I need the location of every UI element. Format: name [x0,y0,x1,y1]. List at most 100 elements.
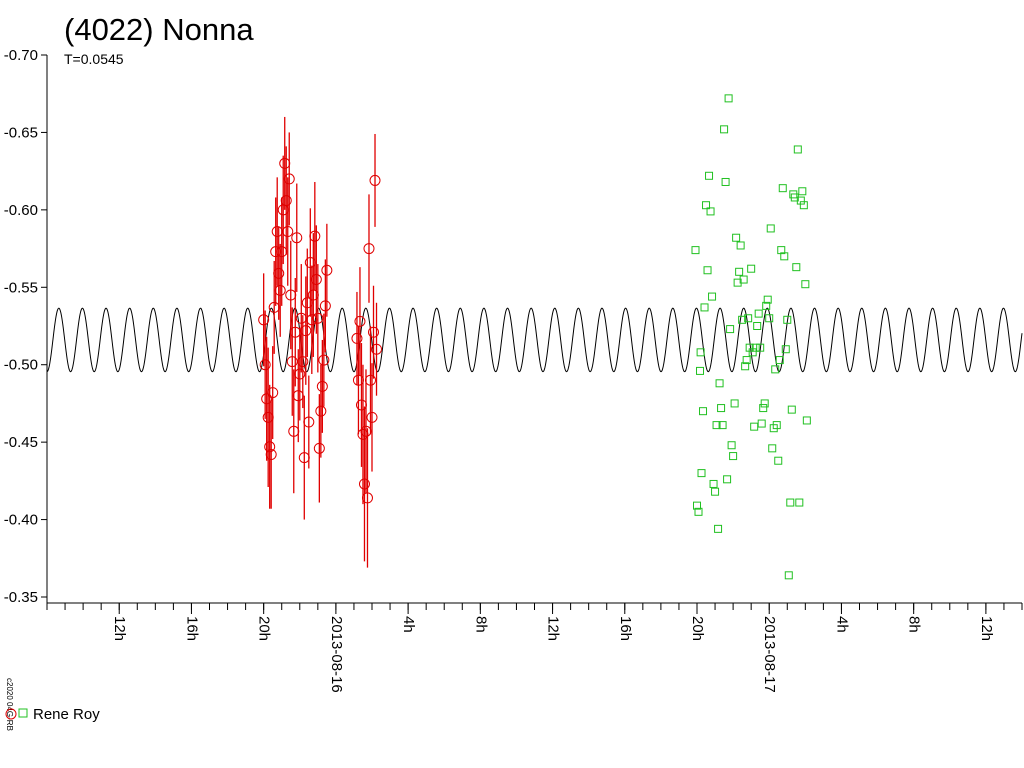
legend: Rene Roy [5,706,100,723]
data-point-square [730,399,739,408]
y-tick-label: -0.45 [4,434,38,451]
y-tick-label: -0.70 [4,47,38,64]
x-tick-label: 12h [545,616,562,641]
data-point-circle [316,380,328,392]
data-point-square [703,266,712,275]
data-point-square [801,280,810,289]
data-point-square [754,309,763,318]
data-point-square [774,456,783,465]
data-point-square [744,314,753,323]
data-point-circle [368,326,380,338]
data-point-circle [307,289,319,301]
data-point-square [738,315,747,324]
x-tick-label: 16h [183,616,200,641]
data-point-square [786,498,795,507]
data-point-circle [361,492,373,504]
data-point-square [700,303,709,312]
data-point-circle [357,428,369,440]
data-point-circle [304,257,316,269]
data-point-circle [294,368,306,380]
data-point-circle [306,314,318,326]
data-point-square [792,263,801,272]
data-point-square [718,421,727,430]
data-point-circle [355,399,367,411]
data-point-square [793,145,802,154]
data-point-square [705,171,714,180]
data-point-circle [298,452,310,464]
data-point-square [709,479,718,488]
data-point-square [712,421,721,430]
data-point-square [765,314,774,323]
data-point-circle [351,332,363,344]
data-point-circle [292,390,304,402]
data-point-circle [321,264,333,276]
y-tick-label: -0.55 [4,279,38,296]
data-point-circle [259,359,271,371]
data-point-circle [268,301,280,313]
data-point-square [760,399,769,408]
x-tick-label: 8h [906,616,923,633]
data-point-square [696,348,705,357]
data-point-square [739,275,748,284]
data-point-square [771,365,780,374]
data-point-circle [285,289,297,301]
data-point-square [714,524,723,533]
data-point-square [778,184,787,193]
data-point-circle [366,411,378,423]
data-point-circle [274,284,286,296]
data-point-square [736,241,745,250]
data-point-square [735,267,744,276]
data-point-circle [358,478,370,490]
data-point-square [696,366,705,375]
data-point-circle [279,157,291,169]
y-axis: -0.70 -0.65 -0.60 -0.55 -0.50 -0.45 -0.40 -0.35 [4,47,47,606]
data-point-circle [312,312,324,324]
data-point-square [784,571,793,580]
data-point-square [757,419,766,428]
data-point-circle [303,416,315,428]
data-point-square [724,94,733,103]
data-point-square [742,356,751,365]
legend-label: Rene Roy [33,706,100,723]
data-point-circle [360,425,372,437]
data-point-circle [280,195,292,207]
data-point-square [720,125,729,134]
data-point-circle [270,246,282,258]
data-point-square [747,264,756,273]
legend-square-icon [18,708,28,718]
x-tick-label: 2013-08-17 [761,616,778,693]
series-rene-roy-red [258,116,383,568]
data-point-circle [262,411,274,423]
data-point-square [693,501,701,510]
data-point-square [694,507,703,516]
data-point-circle [283,173,295,185]
data-point-square [795,498,804,507]
data-point-circle [282,226,294,238]
x-tick-label: 4h [833,616,850,633]
data-point-circle [295,312,307,324]
data-point-circle [363,243,375,255]
data-point-circle [364,374,376,386]
data-point-circle [276,246,288,258]
data-point-square [799,201,808,210]
credit-text: c2020 04G-RB [5,678,14,731]
data-point-circle [271,226,283,238]
data-point-circle [315,405,327,417]
model-curve-path [46,307,1023,373]
data-point-circle [354,315,366,327]
data-point-square [723,475,732,484]
period-label: T=0.0545 [64,51,124,67]
data-point-square [775,356,784,365]
x-axis: 12h 16h 20h 2013-08-16 4h 8h 12h 16h 20h 2013-08-… [46,603,1023,693]
data-point-circle [309,230,321,242]
data-point-circle [352,374,364,386]
data-point-square [798,187,807,196]
x-tick-label: 4h [400,616,417,633]
data-point-square [706,207,715,216]
data-point-circle [319,300,331,312]
data-point-square [699,407,708,416]
data-point-circle [273,267,285,279]
data-point-square [759,404,768,413]
data-point-circle [310,274,322,286]
